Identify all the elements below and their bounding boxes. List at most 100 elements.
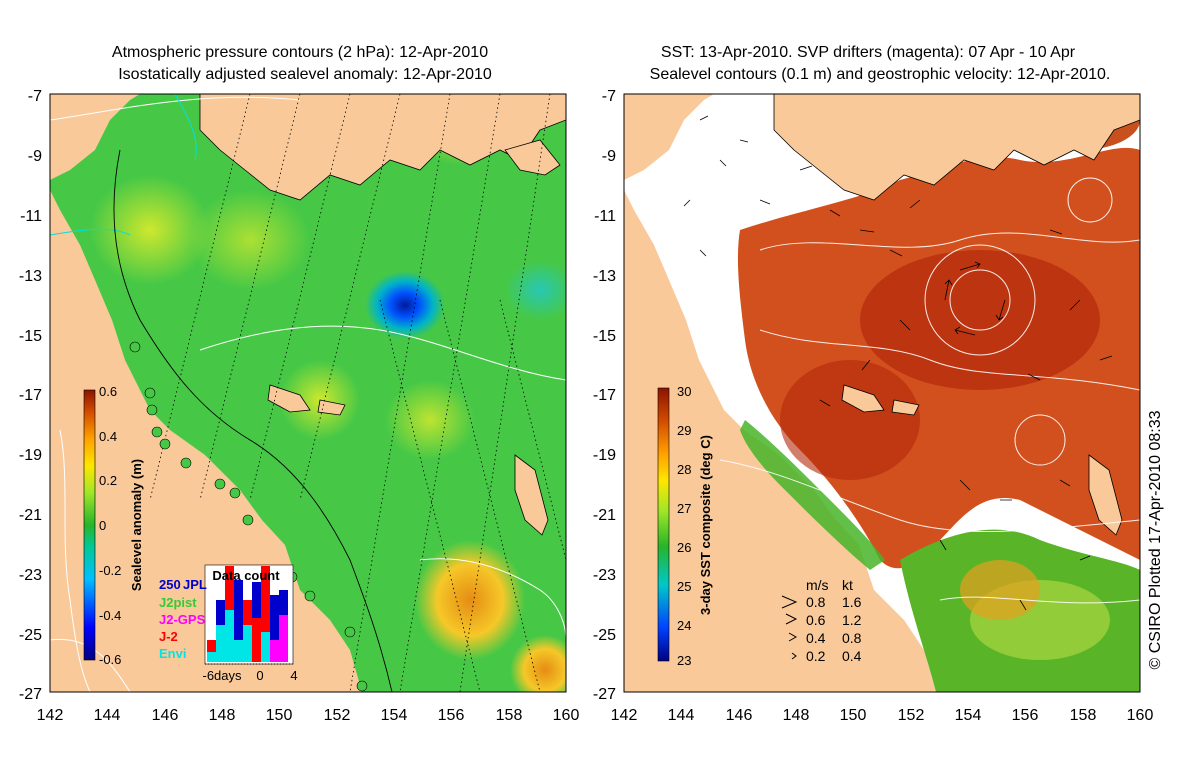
left-lon-tick: 156 — [438, 707, 465, 724]
tide-gauge-markers — [129, 341, 368, 692]
velocity-arrow-06 — [785, 613, 798, 625]
right-cb-tick-3: 27 — [677, 501, 691, 516]
legend-label-250: 250 — [159, 577, 181, 592]
velocity-arrow-04 — [788, 632, 798, 642]
sealevel-contours — [719, 177, 1140, 604]
data-count-inset: Data count -6days 0 4 250 JPL J2pist J2-… — [159, 564, 298, 683]
left-lat-ticks: -7 -9 -11 -13 -15 -17 -19 -21 -23 -25 -2… — [19, 88, 42, 703]
velocity-unit-ms: m/s — [806, 577, 829, 593]
legend-label-jpl: JPL — [183, 577, 207, 592]
velocity-arrow-02 — [791, 652, 797, 660]
south-high-blob — [415, 540, 525, 660]
left-colorbar: 0.6 0.4 0.2 0 -0.2 -0.4 -0.6 Sealevel an… — [83, 384, 144, 667]
left-lat-tick: -23 — [19, 567, 42, 584]
south-warm-patch — [960, 560, 1040, 620]
right-colorbar-ramp — [657, 387, 670, 662]
histogram-tick-end: 4 — [290, 668, 297, 683]
left-cb-tick-1: 0.4 — [99, 429, 117, 444]
histogram-tick-start: -6days — [202, 668, 242, 683]
legend-label-envi: Envi — [159, 646, 186, 661]
right-lat-tick: -7 — [602, 88, 616, 105]
left-lat-tick: -13 — [19, 268, 42, 285]
left-lon-ticks: 142 144 146 148 150 152 154 156 158 160 — [37, 707, 580, 724]
velocity-row-ms: 0.6 — [806, 612, 826, 628]
legend-label-j2gps: J2-GPS — [159, 612, 206, 627]
right-lat-tick: -15 — [593, 328, 616, 345]
hot-core — [860, 250, 1100, 390]
data-count-bars — [207, 566, 288, 662]
left-lon-tick: 144 — [94, 707, 121, 724]
velocity-legend: m/s kt 0.8 1.6 0.6 1.2 0.4 0.8 0.2 0.4 — [781, 577, 862, 664]
left-title-line2: Isostatically adjusted sealevel anomaly:… — [118, 66, 492, 83]
left-cb-tick-3: 0 — [99, 518, 106, 533]
left-map-area — [50, 94, 566, 692]
right-lon-tick: 144 — [668, 707, 695, 724]
left-lat-tick: -7 — [28, 88, 42, 105]
left-lat-tick: -21 — [19, 507, 42, 524]
gulf-high-blob — [90, 175, 210, 285]
right-lat-tick: -17 — [593, 387, 616, 404]
se-high-blob — [510, 635, 566, 692]
mid-high-blob — [385, 380, 475, 460]
velocity-row-ms: 0.4 — [806, 630, 826, 646]
right-cb-tick-2: 28 — [677, 462, 691, 477]
right-colorbar: 30 29 28 27 26 25 24 23 3-day SST compos… — [657, 384, 713, 668]
velocity-row-ms: 0.2 — [806, 648, 826, 664]
legend-label-j2: J-2 — [159, 629, 178, 644]
right-map-frame — [623, 93, 1141, 693]
right-lat-ticks: -7 -9 -11 -13 -15 -17 -19 -21 -23 -25 -2… — [593, 88, 616, 703]
legend-label-j2pist: J2pist — [159, 595, 197, 610]
velocity-row-kt: 1.2 — [842, 612, 862, 628]
right-lat-tick: -25 — [593, 627, 616, 644]
right-lon-tick: 156 — [1012, 707, 1039, 724]
pressure-contour-4 — [419, 558, 566, 641]
left-cb-tick-5: -0.4 — [99, 608, 121, 623]
left-lat-tick: -15 — [19, 328, 42, 345]
left-lat-tick: -17 — [19, 387, 42, 404]
left-cb-tick-0: 0.6 — [99, 384, 117, 399]
velocity-arrow-08 — [781, 595, 798, 609]
right-lat-tick: -23 — [593, 567, 616, 584]
left-colorbar-ramp — [83, 389, 96, 661]
cyclonic-low-blob — [365, 271, 445, 339]
left-title-line1: Atmospheric pressure contours (2 hPa): 1… — [112, 44, 488, 61]
right-new-caledonia — [1088, 454, 1123, 536]
velocity-row-ms: 0.8 — [806, 594, 826, 610]
left-cb-tick-4: -0.2 — [99, 563, 121, 578]
copyright-credit: © CSIRO Plotted 17-Apr-2010 08:33 — [1147, 410, 1164, 669]
right-cb-tick-1: 29 — [677, 423, 691, 438]
east-low-blob — [505, 260, 566, 320]
right-lon-tick: 150 — [840, 707, 867, 724]
right-cb-tick-5: 25 — [677, 579, 691, 594]
pressure-contour-2 — [199, 325, 566, 381]
left-lon-tick: 152 — [324, 707, 351, 724]
left-lon-tick: 148 — [209, 707, 236, 724]
right-lat-tick: -19 — [593, 447, 616, 464]
right-lon-tick: 154 — [955, 707, 982, 724]
shelf-contour — [113, 149, 393, 692]
sealevel-map: Atmospheric pressure contours (2 hPa): 1… — [19, 44, 580, 724]
right-lon-tick: 142 — [611, 707, 638, 724]
right-cb-tick-4: 26 — [677, 540, 691, 555]
histogram-tick-zero: 0 — [256, 668, 263, 683]
right-cb-tick-0: 30 — [677, 384, 691, 399]
right-lon-tick: 148 — [783, 707, 810, 724]
pressure-contour-3 — [59, 429, 91, 692]
velocity-vectors — [683, 115, 1113, 611]
right-lat-tick: -11 — [594, 208, 616, 225]
right-png-land — [773, 94, 1140, 201]
left-colorbar-label: Sealevel anomaly (m) — [129, 459, 144, 591]
left-lon-tick: 154 — [381, 707, 408, 724]
left-lon-tick: 160 — [553, 707, 580, 724]
sst-map: SST: 13-Apr-2010. SVP drifters (magenta)… — [593, 44, 1154, 724]
left-island-bismarck — [504, 139, 561, 176]
right-title-line2: Sealevel contours (0.1 m) and geostrophi… — [650, 66, 1111, 83]
left-lat-tick: -27 — [19, 686, 42, 703]
coastal-green — [740, 420, 885, 570]
right-map-area — [624, 94, 1140, 692]
right-cb-tick-6: 24 — [677, 618, 691, 633]
left-png-land — [199, 94, 566, 201]
velocity-row-kt: 1.6 — [842, 594, 862, 610]
velocity-row-kt: 0.4 — [842, 648, 862, 664]
